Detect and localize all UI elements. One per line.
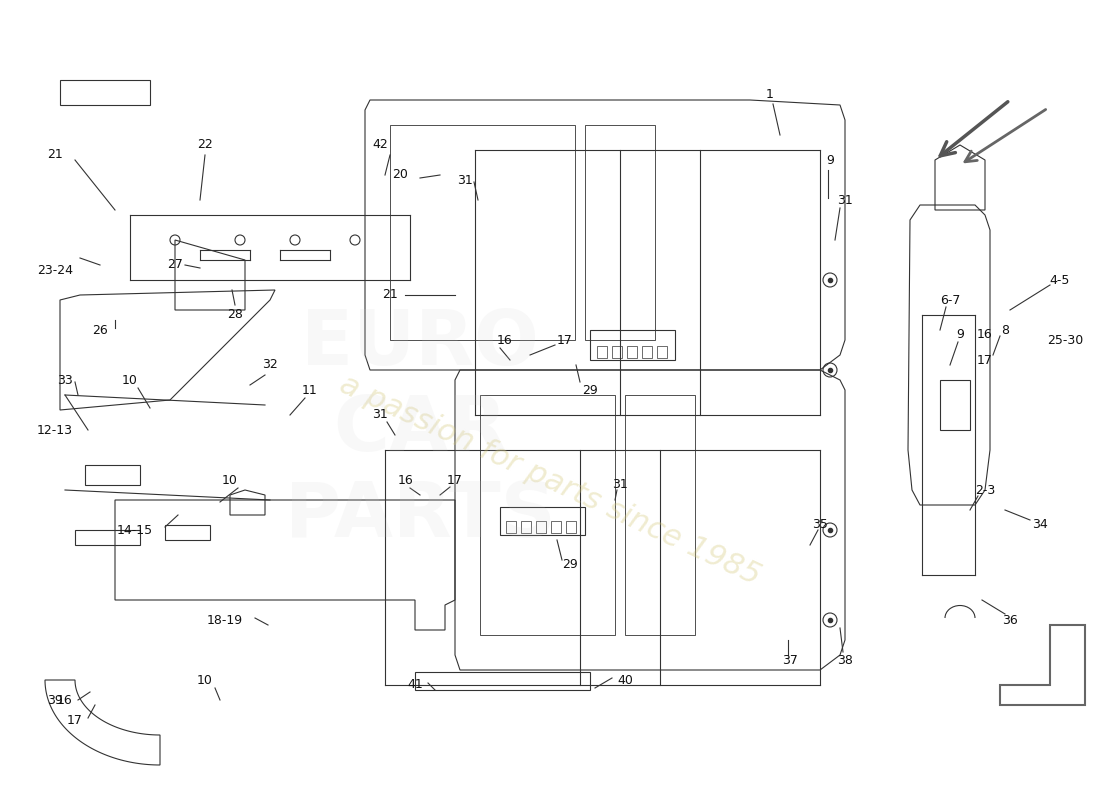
Text: 16: 16 — [977, 329, 993, 342]
Text: 9: 9 — [826, 154, 834, 166]
Text: 6-7: 6-7 — [939, 294, 960, 306]
Text: 38: 38 — [837, 654, 852, 666]
Text: 16: 16 — [57, 694, 73, 706]
Text: 41: 41 — [407, 678, 422, 691]
Bar — [551, 521, 561, 533]
Bar — [506, 521, 516, 533]
Text: 9: 9 — [956, 329, 964, 342]
Text: 22: 22 — [197, 138, 213, 151]
Text: 17: 17 — [977, 354, 993, 366]
Text: 14-15: 14-15 — [117, 523, 153, 537]
Bar — [657, 346, 667, 358]
Text: 40: 40 — [617, 674, 632, 686]
Text: 18-19: 18-19 — [207, 614, 243, 626]
Text: 12-13: 12-13 — [37, 423, 73, 437]
Bar — [566, 521, 576, 533]
Text: 16: 16 — [497, 334, 513, 346]
Text: 34: 34 — [1032, 518, 1048, 531]
Text: 42: 42 — [372, 138, 388, 151]
Text: 10: 10 — [122, 374, 138, 386]
Text: 10: 10 — [222, 474, 238, 486]
Text: 32: 32 — [262, 358, 278, 371]
Text: 29: 29 — [582, 383, 598, 397]
Text: 33: 33 — [57, 374, 73, 386]
Text: 31: 31 — [372, 409, 388, 422]
Text: 17: 17 — [67, 714, 82, 726]
Text: 21: 21 — [47, 149, 63, 162]
Bar — [940, 380, 970, 430]
Bar — [590, 330, 675, 360]
Bar — [536, 521, 546, 533]
Text: 28: 28 — [227, 309, 243, 322]
Bar — [521, 521, 531, 533]
Text: 17: 17 — [557, 334, 573, 346]
Bar — [612, 346, 621, 358]
Bar — [500, 507, 585, 535]
Text: 20: 20 — [392, 169, 408, 182]
Text: 35: 35 — [812, 518, 828, 531]
Bar — [597, 346, 607, 358]
Text: 27: 27 — [167, 258, 183, 271]
Text: 37: 37 — [782, 654, 797, 666]
Text: 2-3: 2-3 — [975, 483, 996, 497]
Text: 39: 39 — [47, 694, 63, 706]
Text: 29: 29 — [562, 558, 578, 571]
Text: EURO
CAR
PARTS: EURO CAR PARTS — [285, 307, 556, 553]
Text: 25-30: 25-30 — [1047, 334, 1084, 346]
Text: 31: 31 — [612, 478, 628, 491]
Text: 1: 1 — [766, 89, 774, 102]
Text: 17: 17 — [447, 474, 463, 486]
Text: a passion for parts since 1985: a passion for parts since 1985 — [336, 370, 764, 590]
Text: 11: 11 — [302, 383, 318, 397]
Text: 31: 31 — [837, 194, 852, 206]
Text: 8: 8 — [1001, 323, 1009, 337]
Text: 36: 36 — [1002, 614, 1018, 626]
Bar — [627, 346, 637, 358]
Text: 31: 31 — [458, 174, 473, 186]
Text: 4-5: 4-5 — [1049, 274, 1070, 286]
Text: 21: 21 — [382, 289, 398, 302]
Text: 23-24: 23-24 — [37, 263, 73, 277]
Text: 26: 26 — [92, 323, 108, 337]
Text: 16: 16 — [398, 474, 414, 486]
Bar — [415, 672, 590, 690]
Text: 10: 10 — [197, 674, 213, 686]
Bar — [642, 346, 652, 358]
